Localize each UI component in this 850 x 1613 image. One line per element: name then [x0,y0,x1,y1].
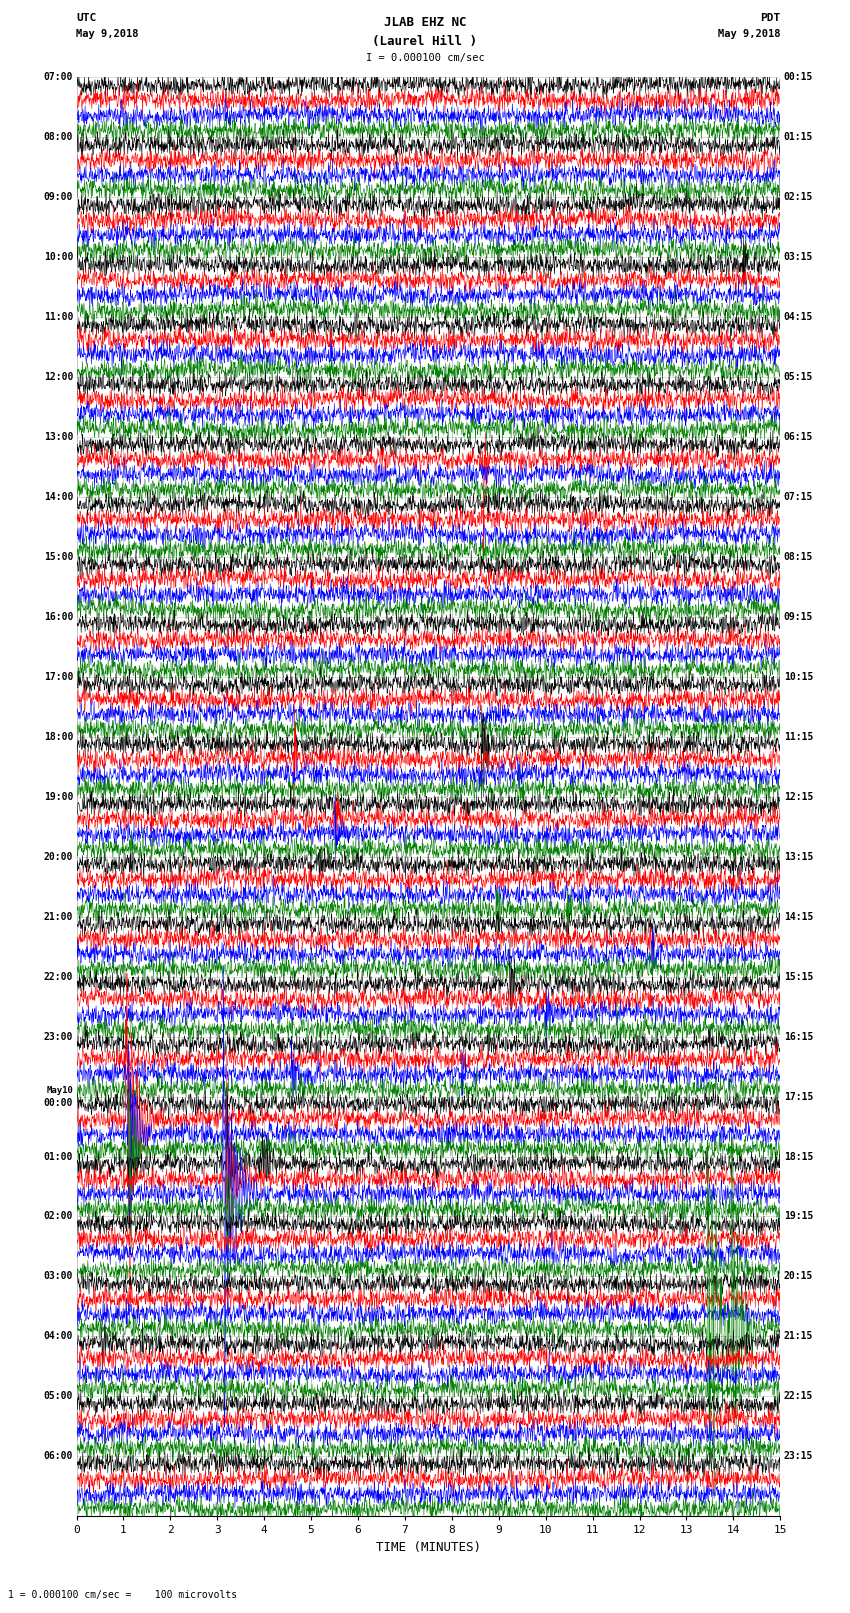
Text: 03:15: 03:15 [784,252,813,263]
Text: 20:15: 20:15 [784,1271,813,1281]
Text: 11:15: 11:15 [784,732,813,742]
Text: 14:00: 14:00 [43,492,73,502]
Text: 01:15: 01:15 [784,132,813,142]
Text: 14:15: 14:15 [784,911,813,921]
Text: 19:15: 19:15 [784,1211,813,1221]
Text: 15:00: 15:00 [43,552,73,561]
Text: 06:15: 06:15 [784,432,813,442]
Text: 16:15: 16:15 [784,1032,813,1042]
Text: UTC: UTC [76,13,97,23]
Text: 08:15: 08:15 [784,552,813,561]
Text: 05:15: 05:15 [784,373,813,382]
Text: 18:15: 18:15 [784,1152,813,1161]
Text: 02:00: 02:00 [43,1211,73,1221]
Text: 00:00: 00:00 [43,1098,73,1108]
Text: 04:00: 04:00 [43,1331,73,1342]
Text: 07:15: 07:15 [784,492,813,502]
Text: 23:15: 23:15 [784,1452,813,1461]
Text: 12:00: 12:00 [43,373,73,382]
Text: 09:15: 09:15 [784,611,813,623]
Text: 07:00: 07:00 [43,73,73,82]
Text: 10:15: 10:15 [784,673,813,682]
Text: 19:00: 19:00 [43,792,73,802]
Text: 09:00: 09:00 [43,192,73,202]
Text: 13:15: 13:15 [784,852,813,861]
Text: 08:00: 08:00 [43,132,73,142]
Text: 12:15: 12:15 [784,792,813,802]
Text: May10: May10 [46,1086,73,1095]
Text: 05:00: 05:00 [43,1392,73,1402]
Text: JLAB EHZ NC: JLAB EHZ NC [383,16,467,29]
Text: 17:00: 17:00 [43,673,73,682]
Text: 17:15: 17:15 [784,1092,813,1102]
Text: 20:00: 20:00 [43,852,73,861]
Text: 01:00: 01:00 [43,1152,73,1161]
Text: May 9,2018: May 9,2018 [76,29,139,39]
Text: 16:00: 16:00 [43,611,73,623]
Text: PDT: PDT [760,13,780,23]
Text: 00:15: 00:15 [784,73,813,82]
Text: 1 = 0.000100 cm/sec =    100 microvolts: 1 = 0.000100 cm/sec = 100 microvolts [8,1590,238,1600]
Text: I = 0.000100 cm/sec: I = 0.000100 cm/sec [366,53,484,63]
Text: 03:00: 03:00 [43,1271,73,1281]
Text: 02:15: 02:15 [784,192,813,202]
Text: 10:00: 10:00 [43,252,73,263]
Text: 04:15: 04:15 [784,313,813,323]
Text: (Laurel Hill ): (Laurel Hill ) [372,35,478,48]
Text: 13:00: 13:00 [43,432,73,442]
Text: 11:00: 11:00 [43,313,73,323]
Text: May 9,2018: May 9,2018 [717,29,780,39]
Text: 21:00: 21:00 [43,911,73,921]
Text: 21:15: 21:15 [784,1331,813,1342]
Text: 22:15: 22:15 [784,1392,813,1402]
X-axis label: TIME (MINUTES): TIME (MINUTES) [376,1540,481,1553]
Text: 22:00: 22:00 [43,971,73,982]
Text: 23:00: 23:00 [43,1032,73,1042]
Text: 06:00: 06:00 [43,1452,73,1461]
Text: 15:15: 15:15 [784,971,813,982]
Text: 18:00: 18:00 [43,732,73,742]
